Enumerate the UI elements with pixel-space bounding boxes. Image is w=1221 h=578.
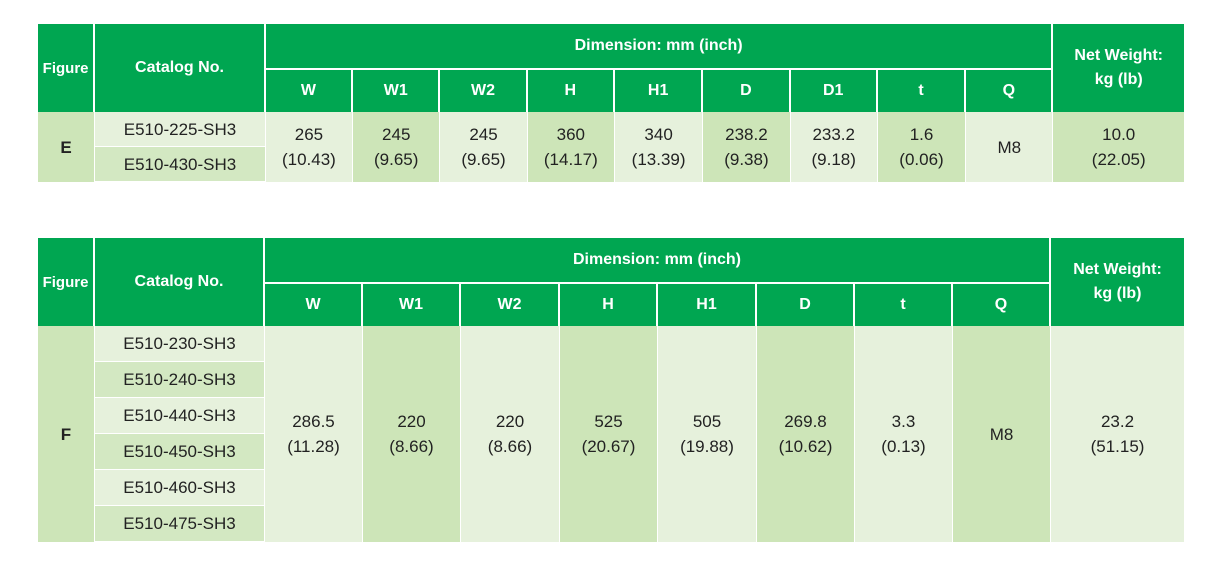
col-header: D	[703, 70, 791, 112]
dim-cell: 238.2 (9.38)	[703, 112, 791, 182]
weight-cell: 10.0 (22.05)	[1053, 112, 1184, 182]
figure-header: Figure	[38, 238, 95, 326]
col-header: W	[265, 284, 363, 326]
col-header: H	[527, 70, 615, 112]
col-header: W	[265, 70, 354, 112]
spec-table-e: Figure Catalog No. Dimension: mm (inch) …	[38, 24, 1184, 182]
col-header: H1	[658, 284, 757, 326]
col-header: W1	[363, 284, 461, 326]
dimension-header: Dimension: mm (inch)	[265, 24, 1054, 70]
dim-cell: M8	[966, 112, 1054, 182]
figure-cell: F	[38, 326, 95, 542]
col-header: Q	[953, 284, 1052, 326]
catalog-cell: E510-450-SH3	[95, 434, 265, 470]
col-header: H	[560, 284, 658, 326]
dim-cell: 245 (9.65)	[440, 112, 528, 182]
catalog-header: Catalog No.	[95, 24, 266, 112]
weight-header: Net Weight: kg (lb)	[1051, 238, 1185, 326]
col-header: t	[877, 70, 967, 112]
spec-table-f: Figure Catalog No. Dimension: mm (inch) …	[38, 238, 1185, 542]
dim-cell: 265 (10.43)	[265, 112, 354, 182]
col-header: W2	[461, 284, 560, 326]
col-header: D1	[790, 70, 878, 112]
figure-cell: E	[38, 112, 96, 182]
dimension-header: Dimension: mm (inch)	[265, 238, 1052, 284]
catalog-header: Catalog No.	[95, 238, 265, 326]
catalog-cell: E510-225-SH3	[95, 112, 266, 147]
catalog-cell: E510-475-SH3	[95, 506, 265, 542]
catalog-cell: E510-240-SH3	[95, 362, 265, 398]
dim-cell: 245 (9.65)	[353, 112, 441, 182]
dim-cell: M8	[953, 326, 1052, 542]
dim-cell: 1.6 (0.06)	[877, 112, 967, 182]
catalog-cell: E510-430-SH3	[95, 147, 266, 182]
dim-cell: 340 (13.39)	[614, 112, 704, 182]
dim-cell: 233.2 (9.18)	[790, 112, 878, 182]
figure-header: Figure	[38, 24, 96, 112]
weight-header: Net Weight: kg (lb)	[1053, 24, 1184, 112]
catalog-cell: E510-440-SH3	[95, 398, 265, 434]
col-header: H1	[614, 70, 704, 112]
col-header: D	[757, 284, 855, 326]
catalog-cell: E510-230-SH3	[95, 326, 265, 362]
col-header: W1	[353, 70, 441, 112]
dim-cell: 286.5 (11.28)	[265, 326, 363, 542]
col-header: t	[855, 284, 953, 326]
dim-cell: 220 (8.66)	[363, 326, 461, 542]
weight-cell: 23.2 (51.15)	[1051, 326, 1185, 542]
dim-cell: 269.8 (10.62)	[757, 326, 855, 542]
dim-cell: 360 (14.17)	[527, 112, 615, 182]
dim-cell: 525 (20.67)	[560, 326, 658, 542]
dim-cell: 3.3 (0.13)	[855, 326, 953, 542]
dim-cell: 220 (8.66)	[461, 326, 560, 542]
col-header: Q	[966, 70, 1054, 112]
catalog-cell: E510-460-SH3	[95, 470, 265, 506]
dim-cell: 505 (19.88)	[658, 326, 757, 542]
col-header: W2	[440, 70, 528, 112]
